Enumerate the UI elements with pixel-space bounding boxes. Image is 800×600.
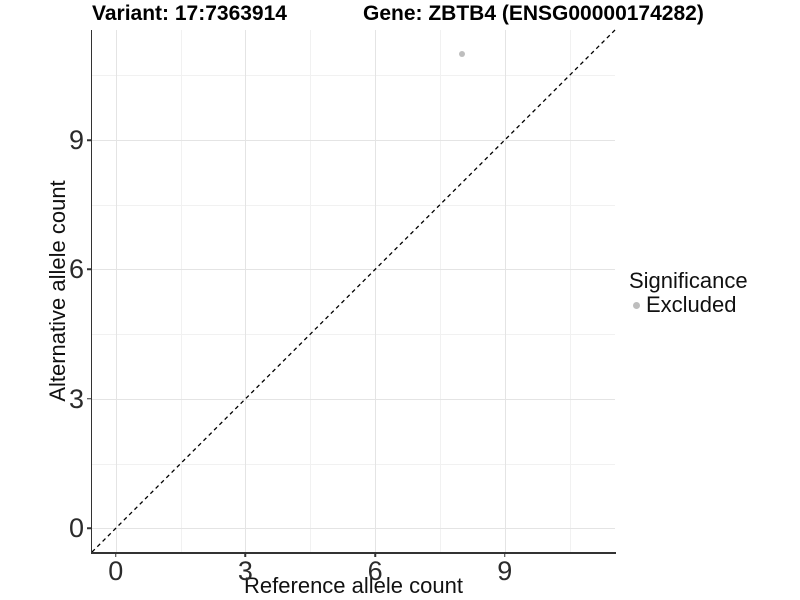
x-tick-mark <box>244 553 247 557</box>
x-axis-title: Reference allele count <box>244 573 463 598</box>
x-tick-label: 3 <box>237 556 253 586</box>
legend: Significance Excluded <box>629 268 748 317</box>
y-minor-gridline <box>92 204 615 206</box>
y-tick-label: 9 <box>68 125 84 155</box>
legend-item-label: Excluded <box>646 292 737 317</box>
variant-title: Variant: 17:7363914 <box>92 2 287 25</box>
x-minor-gridline <box>439 30 441 552</box>
identity-line-layer <box>91 29 616 553</box>
legend-title: Significance <box>629 268 748 293</box>
x-major-gridline <box>375 30 377 552</box>
y-major-gridline <box>92 398 615 400</box>
y-axis-title: Alternative allele count <box>45 180 70 402</box>
y-tick-mark <box>87 268 91 271</box>
x-tick-label: 6 <box>367 556 383 586</box>
y-axis-line <box>90 30 92 554</box>
x-tick-label: 9 <box>497 556 513 586</box>
x-minor-gridline <box>569 30 571 552</box>
y-tick-label: 6 <box>68 254 84 285</box>
legend-key-dot <box>633 301 640 309</box>
x-major-gridline <box>115 30 117 552</box>
x-major-gridline <box>504 30 506 552</box>
x-minor-gridline <box>310 30 312 552</box>
y-minor-gridline <box>92 463 615 465</box>
plot-panel <box>91 29 616 553</box>
x-tick-mark <box>374 553 376 557</box>
y-major-gridline <box>92 528 615 530</box>
x-tick-label: 0 <box>108 556 124 586</box>
y-tick-mark <box>87 398 91 400</box>
data-point <box>458 50 465 57</box>
x-axis-line <box>90 552 616 554</box>
y-minor-gridline <box>92 75 615 77</box>
y-major-gridline <box>92 140 615 141</box>
x-major-gridline <box>245 30 247 552</box>
y-tick-mark <box>87 139 91 141</box>
y-minor-gridline <box>92 334 615 336</box>
y-major-gridline <box>92 269 615 271</box>
x-tick-mark <box>504 553 506 557</box>
x-minor-gridline <box>180 30 182 552</box>
gene-title: Gene: ZBTB4 (ENSG00000174282) <box>363 2 704 25</box>
y-tick-label: 0 <box>68 513 84 544</box>
legend-item: Excluded <box>629 292 748 317</box>
x-tick-mark <box>115 553 117 557</box>
y-tick-label: 3 <box>68 383 84 414</box>
y-tick-mark <box>87 527 91 530</box>
identity-dashed-line <box>91 29 616 553</box>
legend-items: Excluded <box>629 292 748 317</box>
